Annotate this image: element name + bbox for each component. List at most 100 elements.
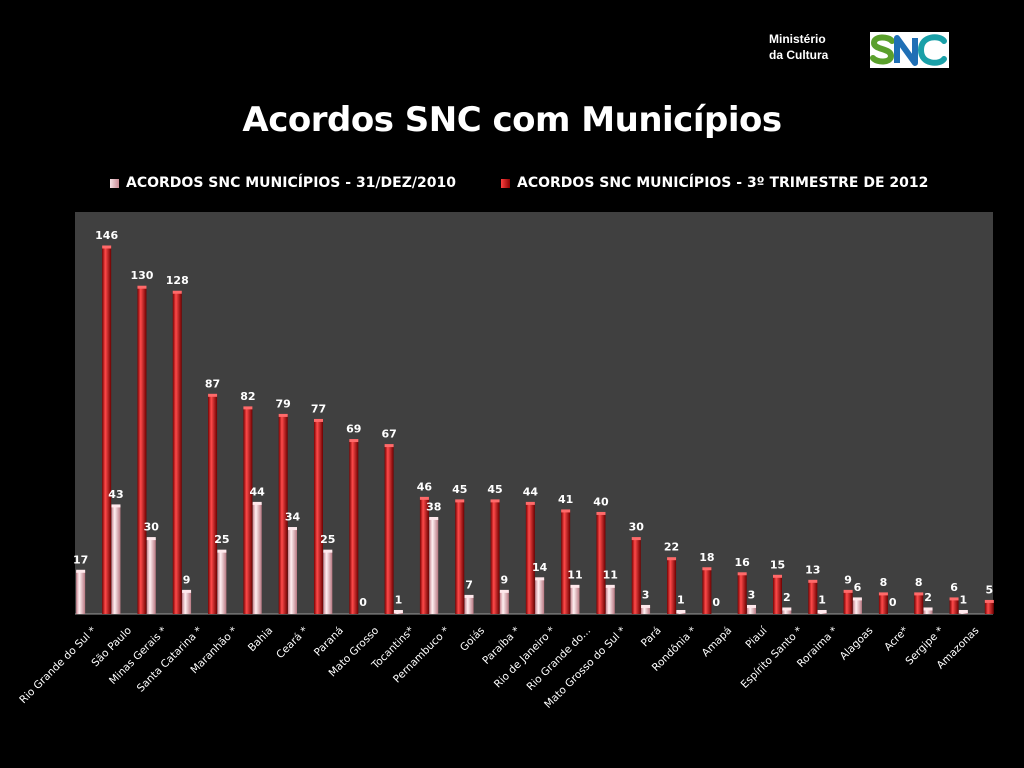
bar-2012-cap [773, 574, 782, 578]
bar-2010 [429, 518, 439, 614]
legend-label-2010: ACORDOS SNC MUNICÍPIOS - 31/DEZ/2010 [126, 175, 456, 191]
value-label-2010: 0 [889, 596, 897, 609]
category-label: Pará [639, 625, 664, 650]
bar-2012-cap [843, 589, 853, 593]
bar-2012-cap [914, 592, 924, 596]
bar-2012 [984, 601, 994, 614]
value-label-2012: 5 [986, 583, 994, 596]
snc-logo [870, 32, 949, 68]
value-label-2010: 38 [426, 500, 441, 513]
bar-2012 [208, 395, 218, 614]
bar-2012 [243, 407, 253, 614]
bar-2012-cap [208, 393, 218, 397]
category-label: Bahia [246, 625, 275, 654]
value-label-2012: 87 [205, 377, 220, 390]
value-label-2012: 6 [950, 581, 958, 594]
bar-2010 [252, 503, 262, 614]
bar-2012 [384, 445, 394, 614]
bar-2010-cap [570, 584, 580, 588]
bar-2010-cap [499, 589, 509, 593]
bar-2010-cap [817, 609, 827, 613]
bar-2012 [878, 593, 888, 614]
legend-label-2012: ACORDOS SNC MUNICÍPIOS - 3º TRIMESTRE DE… [517, 175, 929, 191]
value-label-2012: 46 [417, 480, 433, 493]
value-label-2010: 11 [567, 568, 582, 581]
value-label-2012: 16 [735, 556, 751, 569]
value-label-2012: 45 [487, 483, 502, 496]
bar-2012-cap [137, 285, 147, 289]
bar-2012-cap [949, 597, 959, 601]
bar-2012-cap [455, 499, 465, 503]
bar-2012-cap [631, 537, 641, 541]
bar-2010-cap [605, 584, 615, 588]
category-label: Rio Grande do Sul * [17, 625, 98, 706]
bar-2012-cap [808, 579, 818, 583]
bar-2010-cap [535, 577, 545, 581]
value-label-2012: 44 [523, 485, 539, 498]
bar-2012 [561, 510, 571, 614]
bar-2010-cap [641, 604, 651, 608]
bar-2010-cap [958, 609, 968, 613]
category-label: Paraná [312, 625, 346, 659]
bar-2012-cap [349, 439, 359, 443]
bar-2010 [323, 551, 333, 614]
legend-swatch-2012 [501, 178, 510, 188]
bar-2012 [808, 581, 818, 614]
bar-2010 [464, 596, 474, 614]
bar-2010-cap [76, 569, 86, 573]
legend-item-2012: ACORDOS SNC MUNICÍPIOS - 3º TRIMESTRE DE… [501, 174, 928, 192]
bar-2012 [455, 500, 465, 614]
value-label-2010: 1 [818, 593, 826, 606]
bar-2010 [535, 578, 545, 614]
value-label-2010: 1 [960, 593, 968, 606]
bar-2012 [278, 415, 288, 614]
value-label-2012: 41 [558, 493, 573, 506]
bar-2010 [182, 591, 192, 614]
bar-2012-cap [490, 499, 500, 503]
value-label-2012: 8 [880, 576, 888, 589]
value-label-2012: 82 [240, 390, 255, 403]
category-label: Espírito Santo * [739, 625, 805, 691]
bar-2012 [667, 558, 677, 614]
bar-2010-cap [146, 537, 156, 541]
value-label-2010: 2 [783, 591, 791, 604]
category-label: Rio Grande do... [525, 625, 594, 694]
value-label-2010: 6 [854, 581, 862, 594]
bar-2012-cap [419, 496, 429, 500]
value-label-2010: 7 [465, 578, 473, 591]
bar-2010 [605, 586, 615, 614]
bar-2010-cap [923, 607, 933, 611]
bar-2012-cap [596, 511, 606, 515]
bar-2012 [419, 498, 429, 614]
value-label-2012: 79 [276, 397, 291, 410]
value-label-2010: 3 [748, 588, 756, 601]
bar-2012-cap [102, 245, 112, 249]
bar-2012 [737, 573, 747, 614]
value-label-2012: 8 [915, 576, 923, 589]
legend-item-2010: ACORDOS SNC MUNICÍPIOS - 31/DEZ/2010 [110, 174, 456, 192]
value-label-2010: 17 [73, 553, 88, 566]
bar-2012 [102, 247, 112, 614]
value-label-2010: 1 [395, 593, 403, 606]
bar-2012 [525, 503, 535, 614]
value-label-2010: 25 [320, 533, 335, 546]
bar-2010-cap [429, 516, 439, 520]
snc-logo-graphic [870, 34, 947, 66]
category-label: Rio de Janeiro * [492, 625, 558, 691]
value-label-2010: 30 [144, 521, 160, 534]
bar-2012 [172, 292, 182, 614]
bar-2012 [596, 513, 606, 614]
value-label-2012: 9 [844, 573, 852, 586]
bar-2010 [146, 538, 156, 614]
bar-2010 [288, 528, 297, 614]
value-label-2012: 15 [770, 558, 785, 571]
value-label-2012: 146 [95, 229, 118, 242]
value-label-2010: 25 [214, 533, 229, 546]
ministry-line-2: da Cultura [769, 48, 829, 62]
bar-2012-cap [667, 557, 677, 561]
bar-2012-cap [384, 444, 394, 448]
bar-2010 [111, 505, 121, 614]
bar-2010-cap [393, 609, 403, 613]
bar-2010 [76, 571, 86, 614]
